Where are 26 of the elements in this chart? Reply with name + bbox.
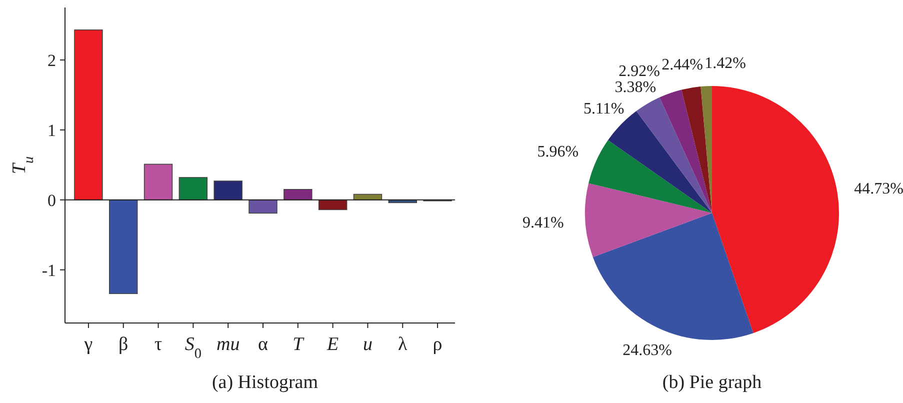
y-tick-label: 1	[48, 120, 56, 140]
x-tick-label: T	[292, 334, 305, 355]
x-tick-label: E	[326, 334, 340, 355]
text: (a) Histogram	[212, 372, 318, 393]
x-tick-label: ρ	[432, 334, 442, 355]
x-tick-label: u	[362, 334, 372, 355]
x-tick-label: S$_{0}$	[184, 334, 202, 362]
y-tick-label: 0	[48, 190, 56, 210]
y-tick-label: 2	[48, 50, 56, 70]
data-label: 1.42%	[704, 54, 746, 72]
text: (b) Pie graph	[662, 372, 762, 393]
x-tick-label: α	[258, 334, 268, 355]
data-label: 5.11%	[583, 100, 624, 118]
data-label: 3.38%	[614, 78, 656, 96]
x-tick-label: λ	[398, 334, 408, 355]
data-label: 24.63%	[622, 342, 672, 360]
x-tick-label: τ	[154, 334, 162, 355]
data-label: 2.92%	[618, 62, 660, 80]
data-label: 5.96%	[537, 143, 579, 160]
data-label: 44.73%	[854, 180, 903, 198]
x-tick-label: γ	[83, 334, 93, 355]
x-tick-label: mu	[216, 334, 240, 355]
x-tick-label: β	[118, 334, 128, 355]
y-tick-label: -1	[42, 260, 56, 280]
data-label: 2.44%	[662, 56, 703, 74]
data-label: 9.41%	[522, 214, 564, 232]
